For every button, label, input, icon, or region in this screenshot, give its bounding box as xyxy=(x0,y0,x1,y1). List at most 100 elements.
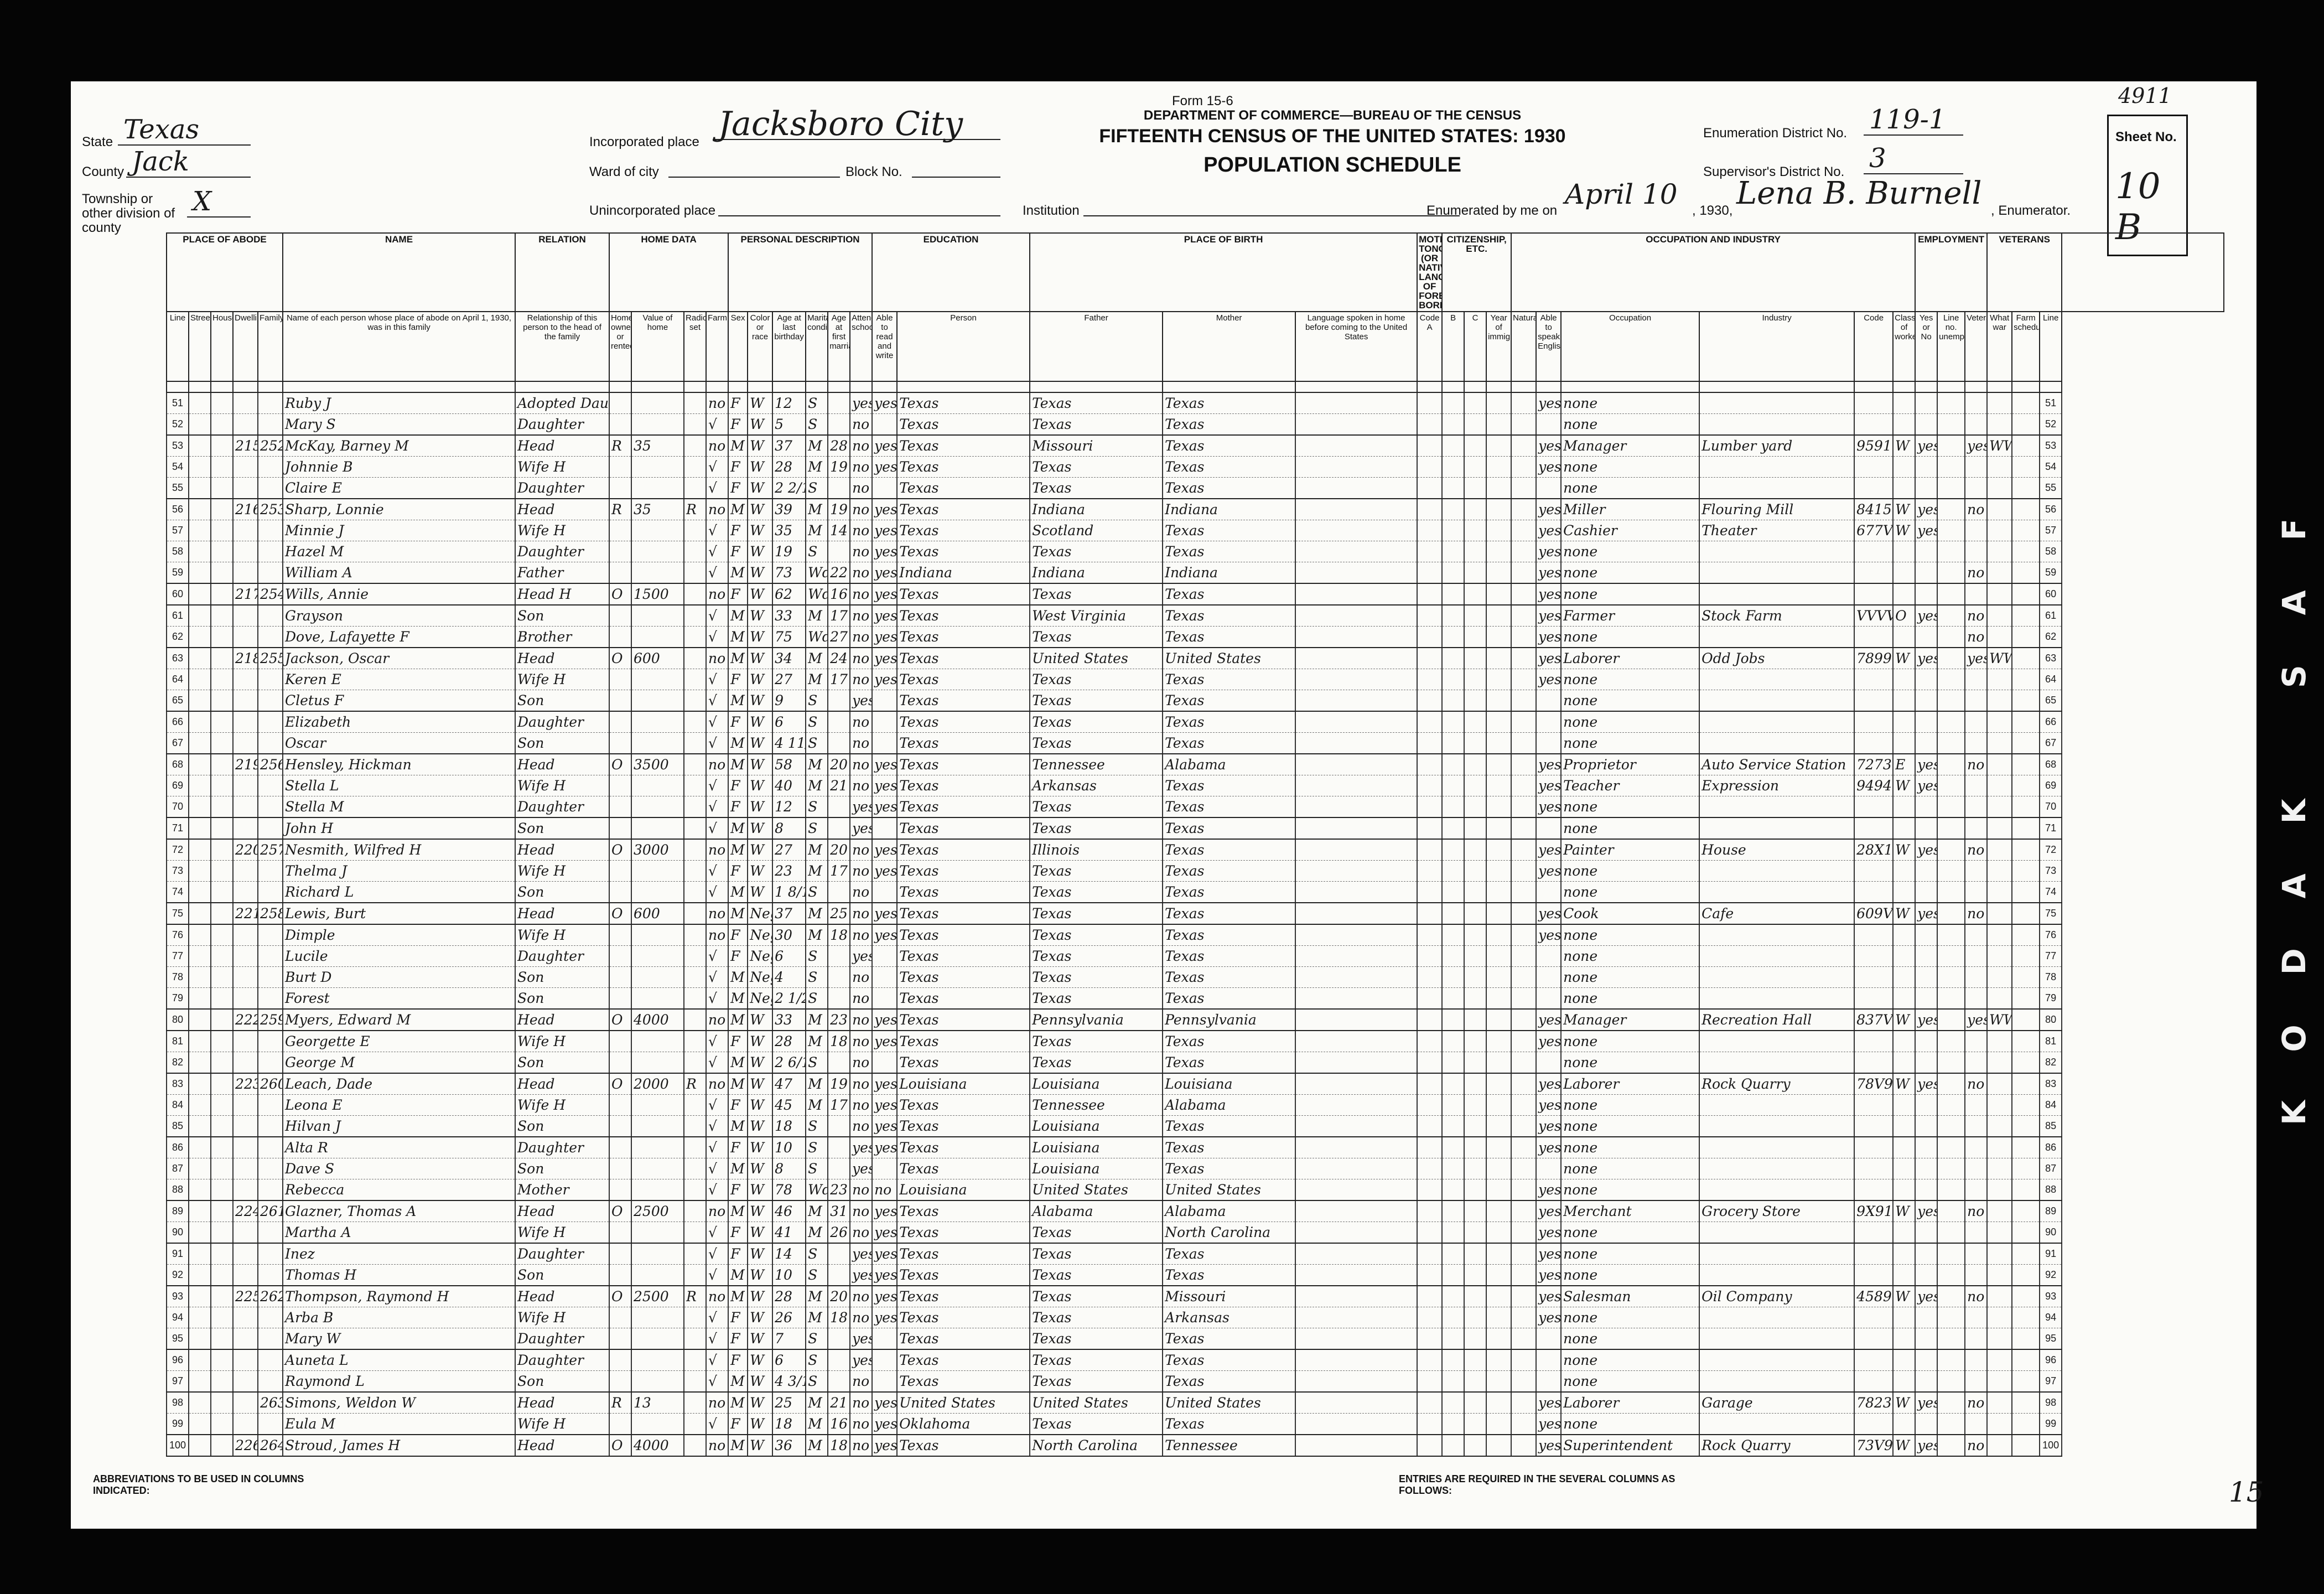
occupation-code xyxy=(1854,583,1894,605)
radio-set xyxy=(683,1179,707,1201)
cell-blank xyxy=(1441,1328,1465,1350)
line-number-right: 75 xyxy=(2039,903,2063,925)
cell-blank xyxy=(1441,562,1465,584)
attended-school: no xyxy=(849,541,873,562)
employed xyxy=(1915,1115,1938,1137)
occupation: none xyxy=(1560,1222,1700,1244)
veteran xyxy=(1964,413,1988,436)
birthplace-person: Texas xyxy=(896,1137,1031,1158)
occupation-code: 4589 xyxy=(1854,1286,1894,1307)
age: 12 xyxy=(772,392,807,414)
home-tenure xyxy=(609,1179,632,1201)
home-value: 35 xyxy=(631,499,685,520)
abbreviations-heading: ABBREVIATIONS TO BE USED IN COLUMNS INDI… xyxy=(93,1473,304,1496)
marital-condition: S xyxy=(805,1137,829,1158)
speaks-english: yes xyxy=(1536,1413,1562,1435)
employed: yes xyxy=(1915,1009,1938,1031)
cell-blank xyxy=(1511,796,1537,818)
cell-blank xyxy=(210,605,234,627)
birthplace-person: Louisiana xyxy=(896,1073,1031,1095)
birthplace-person: Texas xyxy=(896,1222,1031,1244)
radio-set: R xyxy=(683,499,707,520)
age-at-marriage xyxy=(827,1137,851,1158)
line-number-right: 61 xyxy=(2039,605,2063,627)
occupation-code xyxy=(1854,1222,1894,1244)
relationship: Head xyxy=(515,1392,610,1414)
sex: M xyxy=(728,903,749,925)
cell-blank xyxy=(210,1370,234,1393)
cell-blank xyxy=(1295,605,1418,627)
birthplace-person: Texas xyxy=(896,1243,1031,1265)
attended-school: yes xyxy=(849,1264,873,1286)
birthplace-mother: Texas xyxy=(1162,1052,1296,1074)
sex: M xyxy=(728,562,749,584)
cell-blank xyxy=(1937,1052,1966,1074)
occupation: none xyxy=(1560,711,1700,733)
birthplace-father: Texas xyxy=(1029,456,1164,478)
age-at-marriage xyxy=(827,1115,851,1137)
cell-blank xyxy=(1511,605,1537,627)
birthplace-person: Texas xyxy=(896,1158,1031,1179)
person-name: Sharp, Lonnie xyxy=(282,499,516,520)
home-value xyxy=(631,1349,685,1371)
occupation: none xyxy=(1560,1052,1700,1074)
birthplace-person: Oklahoma xyxy=(896,1413,1031,1435)
age: 47 xyxy=(772,1073,807,1095)
line-number: 73 xyxy=(166,860,189,882)
cell-blank xyxy=(1511,1222,1537,1244)
veteran xyxy=(1964,1052,1988,1074)
cell-blank xyxy=(1464,775,1487,796)
cell-blank xyxy=(188,775,211,796)
column-number xyxy=(1464,381,1487,393)
cell-blank xyxy=(1486,732,1512,754)
literacy: yes xyxy=(872,499,898,520)
relationship: Head xyxy=(515,754,610,775)
cell-blank xyxy=(188,945,211,967)
literacy xyxy=(872,966,898,988)
cell-blank xyxy=(1486,1392,1512,1414)
class-of-worker xyxy=(1892,1115,1916,1137)
sex: M xyxy=(728,1370,749,1393)
cell-blank xyxy=(188,1073,211,1095)
table-row: 88RebeccaMother√FW78Wd23nonoLouisianaUni… xyxy=(166,1179,2224,1201)
cell-blank xyxy=(1417,903,1443,925)
cell-blank xyxy=(1937,1222,1966,1244)
literacy: yes xyxy=(872,1222,898,1244)
sex: F xyxy=(728,392,749,414)
race: W xyxy=(747,456,774,478)
age-at-marriage: 18 xyxy=(827,1435,851,1457)
table-row: 69 Stella L Wife H √ F W 40 M 21 no yes Texas Arkans… xyxy=(166,775,2224,796)
table-row: 93225262Thompson, Raymond HHeadO2500RnoM… xyxy=(166,1286,2224,1307)
person-name: Glazner, Thomas A xyxy=(282,1200,516,1222)
birthplace-mother: United States xyxy=(1162,1392,1296,1414)
farm: √ xyxy=(706,1307,729,1328)
birthplace-mother: Texas xyxy=(1162,583,1296,605)
occupation-code xyxy=(1854,945,1894,967)
employed xyxy=(1915,1158,1938,1179)
birthplace-person: Texas xyxy=(896,924,1031,946)
attended-school: no xyxy=(849,499,873,520)
cell-blank xyxy=(1511,648,1537,669)
age: 5 xyxy=(772,413,807,436)
class-of-worker xyxy=(1892,456,1916,478)
line-number: 66 xyxy=(166,711,189,733)
occupation-code xyxy=(1854,924,1894,946)
radio-set xyxy=(683,924,707,946)
radio-set xyxy=(683,1094,707,1116)
home-tenure xyxy=(609,817,632,840)
farm: √ xyxy=(706,1243,729,1265)
cell-blank xyxy=(210,1179,234,1201)
relationship: Head xyxy=(515,903,610,925)
column-number xyxy=(1441,381,1465,393)
occupation: none xyxy=(1560,1243,1700,1265)
birthplace-person: Texas xyxy=(896,541,1031,562)
line-number: 93 xyxy=(166,1286,189,1307)
stamp-number: 4911 xyxy=(2118,84,2172,108)
race: W xyxy=(747,1009,774,1031)
veteran xyxy=(1964,860,1988,882)
birthplace-father: Illinois xyxy=(1029,839,1164,861)
occupation: Laborer xyxy=(1560,1392,1700,1414)
home-tenure xyxy=(609,1413,632,1435)
occupation: Laborer xyxy=(1560,1073,1700,1095)
